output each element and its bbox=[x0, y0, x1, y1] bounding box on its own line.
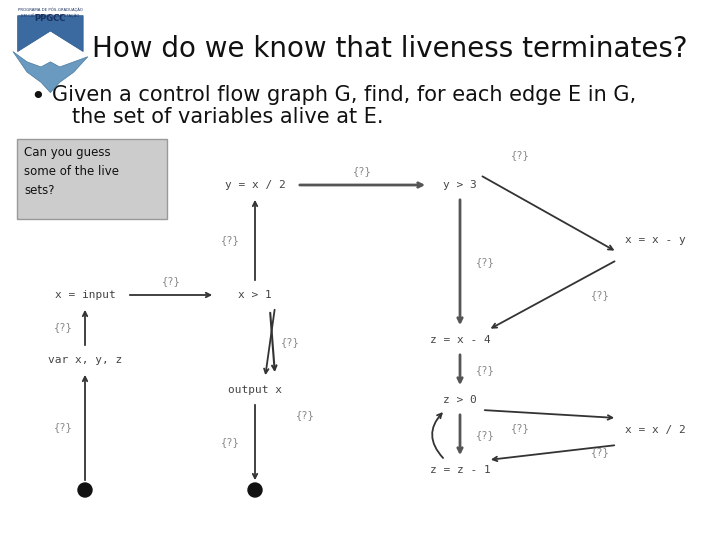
Text: {?}: {?} bbox=[161, 276, 181, 286]
Text: {?}: {?} bbox=[476, 257, 495, 267]
Text: x = x / 2: x = x / 2 bbox=[625, 425, 685, 435]
Text: {?}: {?} bbox=[476, 430, 495, 440]
Circle shape bbox=[248, 483, 262, 497]
Text: z = x - 4: z = x - 4 bbox=[430, 335, 490, 345]
Text: the set of variables alive at E.: the set of variables alive at E. bbox=[72, 107, 384, 127]
Text: •: • bbox=[30, 85, 45, 109]
Text: z = z - 1: z = z - 1 bbox=[430, 465, 490, 475]
Text: Can you guess
some of the live
sets?: Can you guess some of the live sets? bbox=[24, 146, 119, 197]
Text: {?}: {?} bbox=[476, 365, 495, 375]
Text: x > 1: x > 1 bbox=[238, 290, 272, 300]
Text: var x, y, z: var x, y, z bbox=[48, 355, 122, 365]
FancyBboxPatch shape bbox=[17, 139, 167, 219]
Text: {?}: {?} bbox=[53, 322, 73, 332]
Text: {?}: {?} bbox=[281, 337, 300, 347]
Text: {?}: {?} bbox=[53, 422, 73, 432]
Text: x = input: x = input bbox=[55, 290, 115, 300]
Text: y = x / 2: y = x / 2 bbox=[225, 180, 285, 190]
Text: y > 3: y > 3 bbox=[443, 180, 477, 190]
Text: x = x - y: x = x - y bbox=[625, 235, 685, 245]
Polygon shape bbox=[17, 16, 84, 51]
Text: Given a control flow graph G, find, for each edge E in G,: Given a control flow graph G, find, for … bbox=[52, 85, 636, 105]
Text: PROGRAMA DE PÓS-GRADUAÇÃO
EM CIÊNCIA DA COMPUTAÇÃO: PROGRAMA DE PÓS-GRADUAÇÃO EM CIÊNCIA DA … bbox=[18, 8, 83, 18]
Text: PPGCC: PPGCC bbox=[35, 14, 66, 23]
Text: {?}: {?} bbox=[220, 235, 239, 245]
Text: {?}: {?} bbox=[353, 166, 372, 176]
Text: {?}: {?} bbox=[510, 150, 529, 160]
Text: output x: output x bbox=[228, 385, 282, 395]
Text: {?}: {?} bbox=[220, 437, 239, 447]
Circle shape bbox=[78, 483, 92, 497]
Text: z > 0: z > 0 bbox=[443, 395, 477, 405]
Text: {?}: {?} bbox=[296, 410, 315, 420]
Text: How do we know that liveness terminates?: How do we know that liveness terminates? bbox=[92, 35, 688, 63]
Text: {?}: {?} bbox=[510, 423, 529, 433]
Polygon shape bbox=[13, 51, 88, 93]
Text: {?}: {?} bbox=[590, 290, 609, 300]
Text: {?}: {?} bbox=[590, 447, 609, 457]
